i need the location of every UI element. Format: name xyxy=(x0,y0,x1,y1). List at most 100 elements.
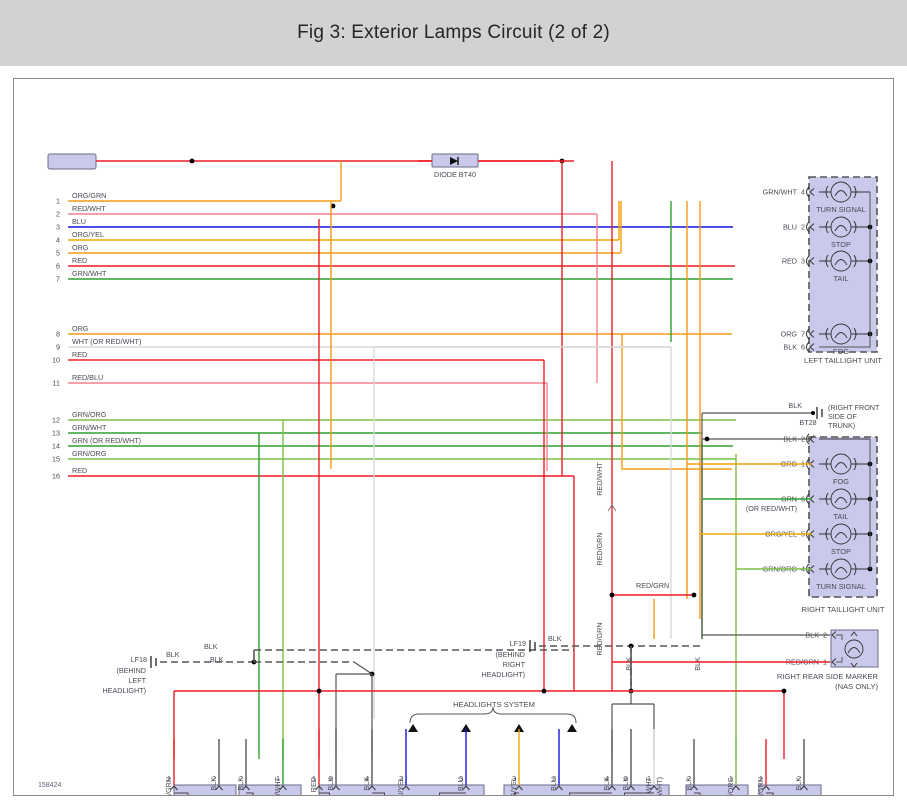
term-left-front-lamp-unit-0-color: RED xyxy=(309,777,318,792)
pin-10-number: 10 xyxy=(52,356,60,365)
terminal-arrow-icon xyxy=(315,785,323,791)
left-taillight-4-pin: 6 xyxy=(801,343,805,352)
term-left-front-lamp-unit-1-pin: 5 xyxy=(329,774,333,783)
headlights-arrow-icon-3 xyxy=(567,724,577,732)
wire-mask xyxy=(621,248,893,256)
term-right-front-lamp-unit-3-color: BLK xyxy=(621,777,630,791)
marker-ray-down-icon xyxy=(850,662,858,668)
internal-lead-right-front-lamp-unit-2 xyxy=(624,792,654,795)
right-rear-side-marker-box[interactable] xyxy=(830,629,879,668)
top-left-connector[interactable] xyxy=(47,153,97,170)
term-right-front-lamp-unit-4-pin: 1 xyxy=(647,774,651,783)
term-left-front-side-marker-0-pin: 1 xyxy=(167,774,171,783)
right-taillight-unit-label: RIGHT TAILLIGHT UNIT xyxy=(802,605,885,614)
vertical-label-red-grn-1: RED/GRN xyxy=(595,532,604,565)
unit-box-right-front-lamp-unit[interactable] xyxy=(503,784,670,796)
page-header: Fig 3: Exterior Lamps Circuit (2 of 2) xyxy=(0,0,907,66)
right-taillight-bulb-3: STOP xyxy=(831,547,851,556)
junction-dot-rg-1 xyxy=(609,592,615,598)
lf19-wire-label: BLK xyxy=(548,634,562,643)
lf18-wire-label-2: BLK xyxy=(204,642,218,651)
bottom-bus-dot-2 xyxy=(316,688,322,694)
terminal-arrow-icon xyxy=(650,785,658,791)
terminal-arrow-icon xyxy=(831,631,837,639)
wire-crossover-arc xyxy=(607,504,617,512)
rrsm-lead-1 xyxy=(836,634,843,640)
term-right-front-side-marker-1-color: BLK xyxy=(794,777,803,791)
diode-triangle-icon xyxy=(450,157,458,165)
lf18-label: LF18 xyxy=(131,655,147,664)
lf18-location-line-2: HEADLIGHT) xyxy=(102,686,146,695)
terminal-arrow-icon xyxy=(242,785,250,791)
bulb-filament-icon xyxy=(834,462,848,469)
terminal-arrow-icon xyxy=(809,343,815,351)
wiring-diagram-svg: DIODE BT40ORG/GRN1RED/WHT2BLU3ORG/YEL4OR… xyxy=(38,153,893,796)
unit-box-right-front-direction-indicator[interactable] xyxy=(685,784,749,796)
left-taillight-0-color: GRN/WHT xyxy=(763,188,798,197)
unit-box-left-front-lamp-unit[interactable] xyxy=(318,784,485,796)
pin-7-color-label: GRN/WHT xyxy=(72,269,107,278)
term-left-front-lamp-unit-1-color: BLK xyxy=(326,777,335,791)
terminal-arrow-icon xyxy=(762,785,770,791)
headlights-arrow-icon-0 xyxy=(408,724,418,732)
term-left-front-side-marker-0-color: RED/GRN xyxy=(164,777,173,796)
vertical-label-red-wht: RED/WHT xyxy=(595,462,604,496)
left-taillight-unit-box[interactable] xyxy=(808,176,878,353)
bottom-bus-dot-1 xyxy=(541,688,547,694)
terminal-arrow-icon xyxy=(170,785,178,791)
terminal-arrow-icon xyxy=(831,658,837,666)
headlights-system-brace xyxy=(409,706,577,724)
lf18-wire-label: BLK xyxy=(166,650,180,659)
term-right-front-lamp-unit-1-color: BLU xyxy=(549,777,558,791)
headlights-arrow-icon-2 xyxy=(514,724,524,732)
term-left-front-direction-indicator-1-pin: 1 xyxy=(276,774,280,783)
internal-lead-right-front-side-marker-0 xyxy=(766,792,774,795)
terminal-arrow-icon xyxy=(809,223,815,231)
term-right-front-side-marker-0-color: RED/GRN xyxy=(756,777,765,796)
lf18-diag xyxy=(353,661,373,675)
wire-mask xyxy=(671,342,893,350)
pin-2-color-label: RED/WHT xyxy=(72,204,106,213)
pin-4-number: 4 xyxy=(56,236,60,245)
term-right-front-side-marker-0-pin: 1 xyxy=(759,774,763,783)
lf19-location-line-2: HEADLIGHT) xyxy=(481,670,525,679)
pin-12-color-label: GRN/ORG xyxy=(72,410,107,419)
pin-4-color-label: ORG/YEL xyxy=(72,230,104,239)
left-taillight-1-color: BLU xyxy=(783,223,797,232)
term-right-front-lamp-unit-1-pin: 2 xyxy=(552,774,556,783)
wire-mask xyxy=(736,415,893,423)
right-taillight-bulb-2: TAIL xyxy=(833,512,848,521)
wire-mask xyxy=(574,471,893,479)
lf19-location-line-0: (BEHIND xyxy=(495,650,525,659)
terminal-connector-icon xyxy=(806,328,810,340)
pin-16-color-label: RED xyxy=(72,466,87,475)
junction-dot-top-1 xyxy=(189,158,195,164)
terminal-connector-icon xyxy=(806,221,810,233)
pin-9-number: 9 xyxy=(56,343,60,352)
left-taillight-1-pin: 2 xyxy=(801,223,805,232)
term-left-front-side-marker-1-color: BLK xyxy=(209,777,218,791)
left-taillight-2-pin: 3 xyxy=(801,257,805,266)
left-taillight-bulb-3: FOG xyxy=(833,347,849,356)
bulb-filament-icon xyxy=(834,567,848,574)
lf19-location-line-1: RIGHT xyxy=(503,660,526,669)
unit-box-left-front-side-marker[interactable] xyxy=(173,784,237,796)
terminal-arrow-icon xyxy=(462,785,470,791)
internal-lead-left-front-lamp-unit-2 xyxy=(439,792,466,795)
term-right-front-lamp-unit-2-pin: 4 xyxy=(605,774,609,783)
pin-5-number: 5 xyxy=(56,249,60,258)
diagram-id-code: 158424 xyxy=(38,782,61,789)
bulb-filament-icon xyxy=(834,225,848,232)
terminal-arrow-icon xyxy=(627,785,635,791)
term-right-front-lamp-unit-4-color: WHT xyxy=(644,776,653,793)
pin-11-number: 11 xyxy=(53,379,60,388)
pin-16-number: 16 xyxy=(52,472,60,481)
unit-box-left-front-direction-indicator[interactable] xyxy=(238,784,302,796)
pin-13-color-label: GRN/WHT xyxy=(72,423,107,432)
terminal-arrow-icon xyxy=(555,785,563,791)
unit-box-right-front-side-marker[interactable] xyxy=(758,784,822,796)
terminal-arrow-icon xyxy=(515,785,523,791)
bulb-filament-icon xyxy=(834,190,848,197)
left-taillight-unit-label: LEFT TAILLIGHT UNIT xyxy=(804,356,882,365)
term-left-front-direction-indicator-1-color: GRN/WHT xyxy=(273,776,282,796)
